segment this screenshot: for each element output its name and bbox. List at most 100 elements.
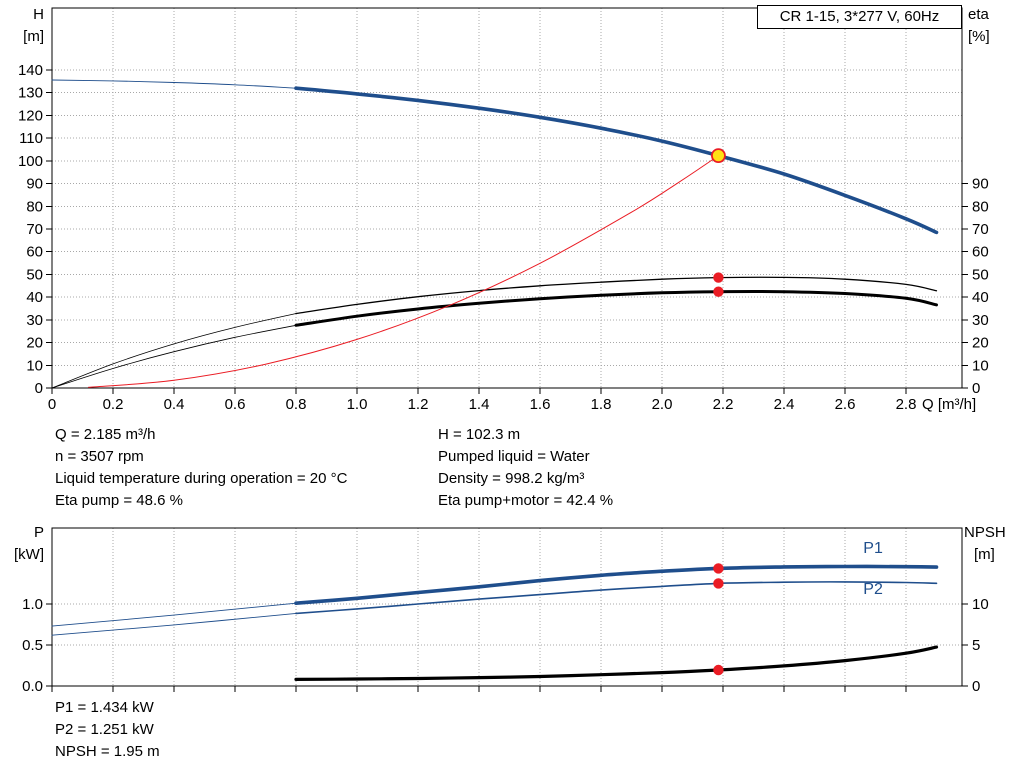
svg-text:0.2: 0.2 [103,396,124,413]
svg-text:40: 40 [972,289,989,306]
npsh-readout: NPSH = 1.95 m [55,743,160,760]
svg-text:0: 0 [972,678,980,695]
axis-ticks [46,69,968,394]
svg-text:120: 120 [18,107,43,124]
eta-pump-curve-ext [51,313,297,389]
plot-frame [51,7,963,389]
gridlines [52,528,962,686]
svg-text:80: 80 [972,198,989,215]
svg-text:0.4: 0.4 [164,396,185,413]
svg-text:0.8: 0.8 [286,396,307,413]
h-axis-unit: [m] [23,28,44,45]
svg-text:1.2: 1.2 [408,396,429,413]
pumped-liquid-readout: Pumped liquid = Water [438,448,590,465]
svg-text:40: 40 [26,289,43,306]
svg-text:10: 10 [26,357,43,374]
svg-text:2.4: 2.4 [774,396,795,413]
svg-text:1.4: 1.4 [469,396,490,413]
speed-readout: n = 3507 rpm [55,448,144,465]
flow-readout: Q = 2.185 m³/h [55,426,156,443]
axis-tick-labels: 0 0.2 0.4 0.6 0.8 1.0 1.2 1.4 1.6 1.8 2.0 2.2 2.4 2.6… [18,62,989,413]
plot-frame [51,527,963,687]
eta-axis-label: eta [968,6,989,23]
h-q-curve-ext [51,79,297,89]
p1-readout: P1 = 1.434 kW [55,699,154,716]
svg-text:1.8: 1.8 [591,396,612,413]
svg-text:0: 0 [972,380,980,397]
duty-readouts-left: Q = 2.185 m³/h n = 3507 rpm Liquid tempe… [55,424,347,512]
p1-curve-label: P1 [863,540,883,557]
head-readout: H = 102.3 m [438,426,521,443]
p-axis-unit: [kW] [14,546,44,563]
svg-text:0.0: 0.0 [22,678,43,695]
p2-readout: P2 = 1.251 kW [55,721,154,738]
duty-readouts-right: H = 102.3 m Pumped liquid = Water Densit… [438,424,613,512]
svg-text:100: 100 [18,153,43,170]
svg-text:5: 5 [972,637,980,654]
svg-text:20: 20 [972,335,989,352]
svg-text:50: 50 [972,266,989,283]
svg-text:0.6: 0.6 [225,396,246,413]
svg-text:1.6: 1.6 [530,396,551,413]
pump-designation-box: CR 1-15, 3*277 V, 60Hz [757,5,962,29]
eta-pump-point-marker [713,272,724,283]
svg-text:2.8: 2.8 [896,396,917,413]
svg-text:0.5: 0.5 [22,637,43,654]
eta-pump-curve [295,276,938,315]
liquid-temperature-readout: Liquid temperature during operation = 20… [55,470,348,487]
npsh-axis-unit: [m] [974,546,995,563]
svg-text:0: 0 [35,380,43,397]
npsh-point-marker [713,664,724,676]
svg-text:60: 60 [26,244,43,261]
p2-curve-ext [51,612,297,636]
p2-point-marker [713,578,724,589]
h-q-curve [294,86,939,235]
p1-curve-ext [51,602,297,627]
svg-text:70: 70 [972,221,989,238]
axis-tick-labels: 0.0 0.5 1.0 0 5 10 [22,596,989,695]
svg-text:90: 90 [26,176,43,193]
system-resistance-curve [88,155,719,388]
p2-curve [295,581,938,615]
svg-text:140: 140 [18,62,43,79]
svg-text:110: 110 [19,130,43,147]
svg-text:30: 30 [26,312,43,329]
h-axis-label: H [33,6,44,23]
density-readout: Density = 998.2 kg/m³ [438,470,585,487]
axis-ticks [46,603,968,692]
p1-point-marker [713,563,724,574]
svg-text:1.0: 1.0 [22,596,43,613]
svg-text:1.0: 1.0 [347,396,368,413]
npsh-axis-label: NPSH [964,524,1006,541]
eta-pump-motor-point-marker [713,286,724,297]
svg-text:130: 130 [18,85,43,102]
svg-text:90: 90 [972,176,989,193]
power-npsh-readouts: P1 = 1.434 kW P2 = 1.251 kW NPSH = 1.95 … [55,697,160,763]
svg-text:10: 10 [972,596,989,613]
eta-pump-readout: Eta pump = 48.6 % [55,492,183,509]
qh-eta-chart: 0 0.2 0.4 0.6 0.8 1.0 1.2 1.4 1.6 1.8 2.0 2.2 2.4 2.6… [18,7,989,413]
svg-text:20: 20 [26,335,43,352]
svg-text:2.6: 2.6 [835,396,856,413]
svg-text:10: 10 [972,357,989,374]
svg-text:0: 0 [48,396,56,413]
q-axis-label: Q [m³/h] [922,396,977,413]
svg-text:80: 80 [26,198,43,215]
svg-text:70: 70 [26,221,43,238]
svg-text:60: 60 [972,244,989,261]
svg-text:2.0: 2.0 [652,396,673,413]
gridlines [52,8,962,388]
eta-pump-motor-curve-ext [51,324,297,389]
p2-curve-label: P2 [863,581,883,598]
svg-text:2.2: 2.2 [713,396,734,413]
svg-text:30: 30 [972,312,989,329]
eta-pump-motor-readout: Eta pump+motor = 42.4 % [438,492,614,509]
duty-point-marker [711,148,726,164]
power-npsh-chart: 0.0 0.5 1.0 0 5 10 P1 P2 [22,527,989,695]
eta-axis-unit: [%] [968,28,990,45]
p-axis-label: P [33,524,44,541]
eta-pump-motor-curve [294,290,938,327]
p1-curve [294,564,939,605]
